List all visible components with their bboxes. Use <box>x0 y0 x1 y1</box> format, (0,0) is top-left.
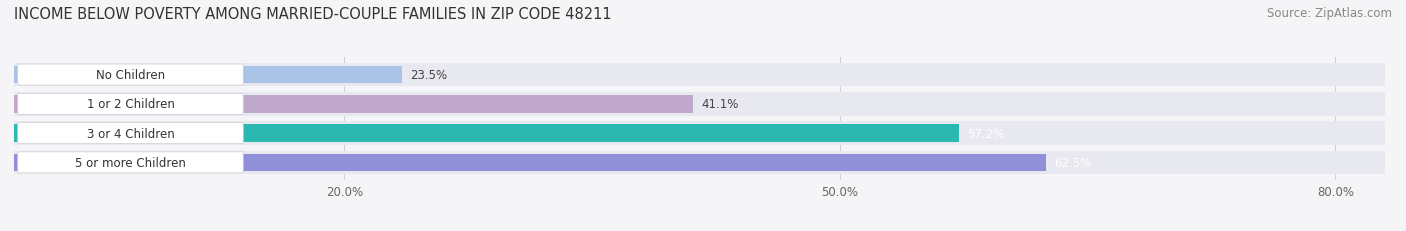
Text: 62.5%: 62.5% <box>1054 156 1092 169</box>
FancyBboxPatch shape <box>18 94 243 115</box>
Bar <box>14 96 693 113</box>
Text: 41.1%: 41.1% <box>702 98 738 111</box>
Bar <box>14 154 1046 171</box>
Bar <box>14 67 402 84</box>
Bar <box>14 64 1385 87</box>
Text: 23.5%: 23.5% <box>411 69 447 82</box>
FancyBboxPatch shape <box>18 123 243 144</box>
Text: 1 or 2 Children: 1 or 2 Children <box>87 98 174 111</box>
Text: 5 or more Children: 5 or more Children <box>75 156 186 169</box>
Bar <box>14 93 1385 116</box>
Bar <box>14 125 959 142</box>
Text: 57.2%: 57.2% <box>967 127 1004 140</box>
Bar <box>14 151 1385 174</box>
Text: No Children: No Children <box>96 69 165 82</box>
Text: INCOME BELOW POVERTY AMONG MARRIED-COUPLE FAMILIES IN ZIP CODE 48211: INCOME BELOW POVERTY AMONG MARRIED-COUPL… <box>14 7 612 22</box>
Text: Source: ZipAtlas.com: Source: ZipAtlas.com <box>1267 7 1392 20</box>
FancyBboxPatch shape <box>18 65 243 86</box>
Bar <box>14 122 1385 145</box>
FancyBboxPatch shape <box>18 152 243 173</box>
Text: 3 or 4 Children: 3 or 4 Children <box>87 127 174 140</box>
